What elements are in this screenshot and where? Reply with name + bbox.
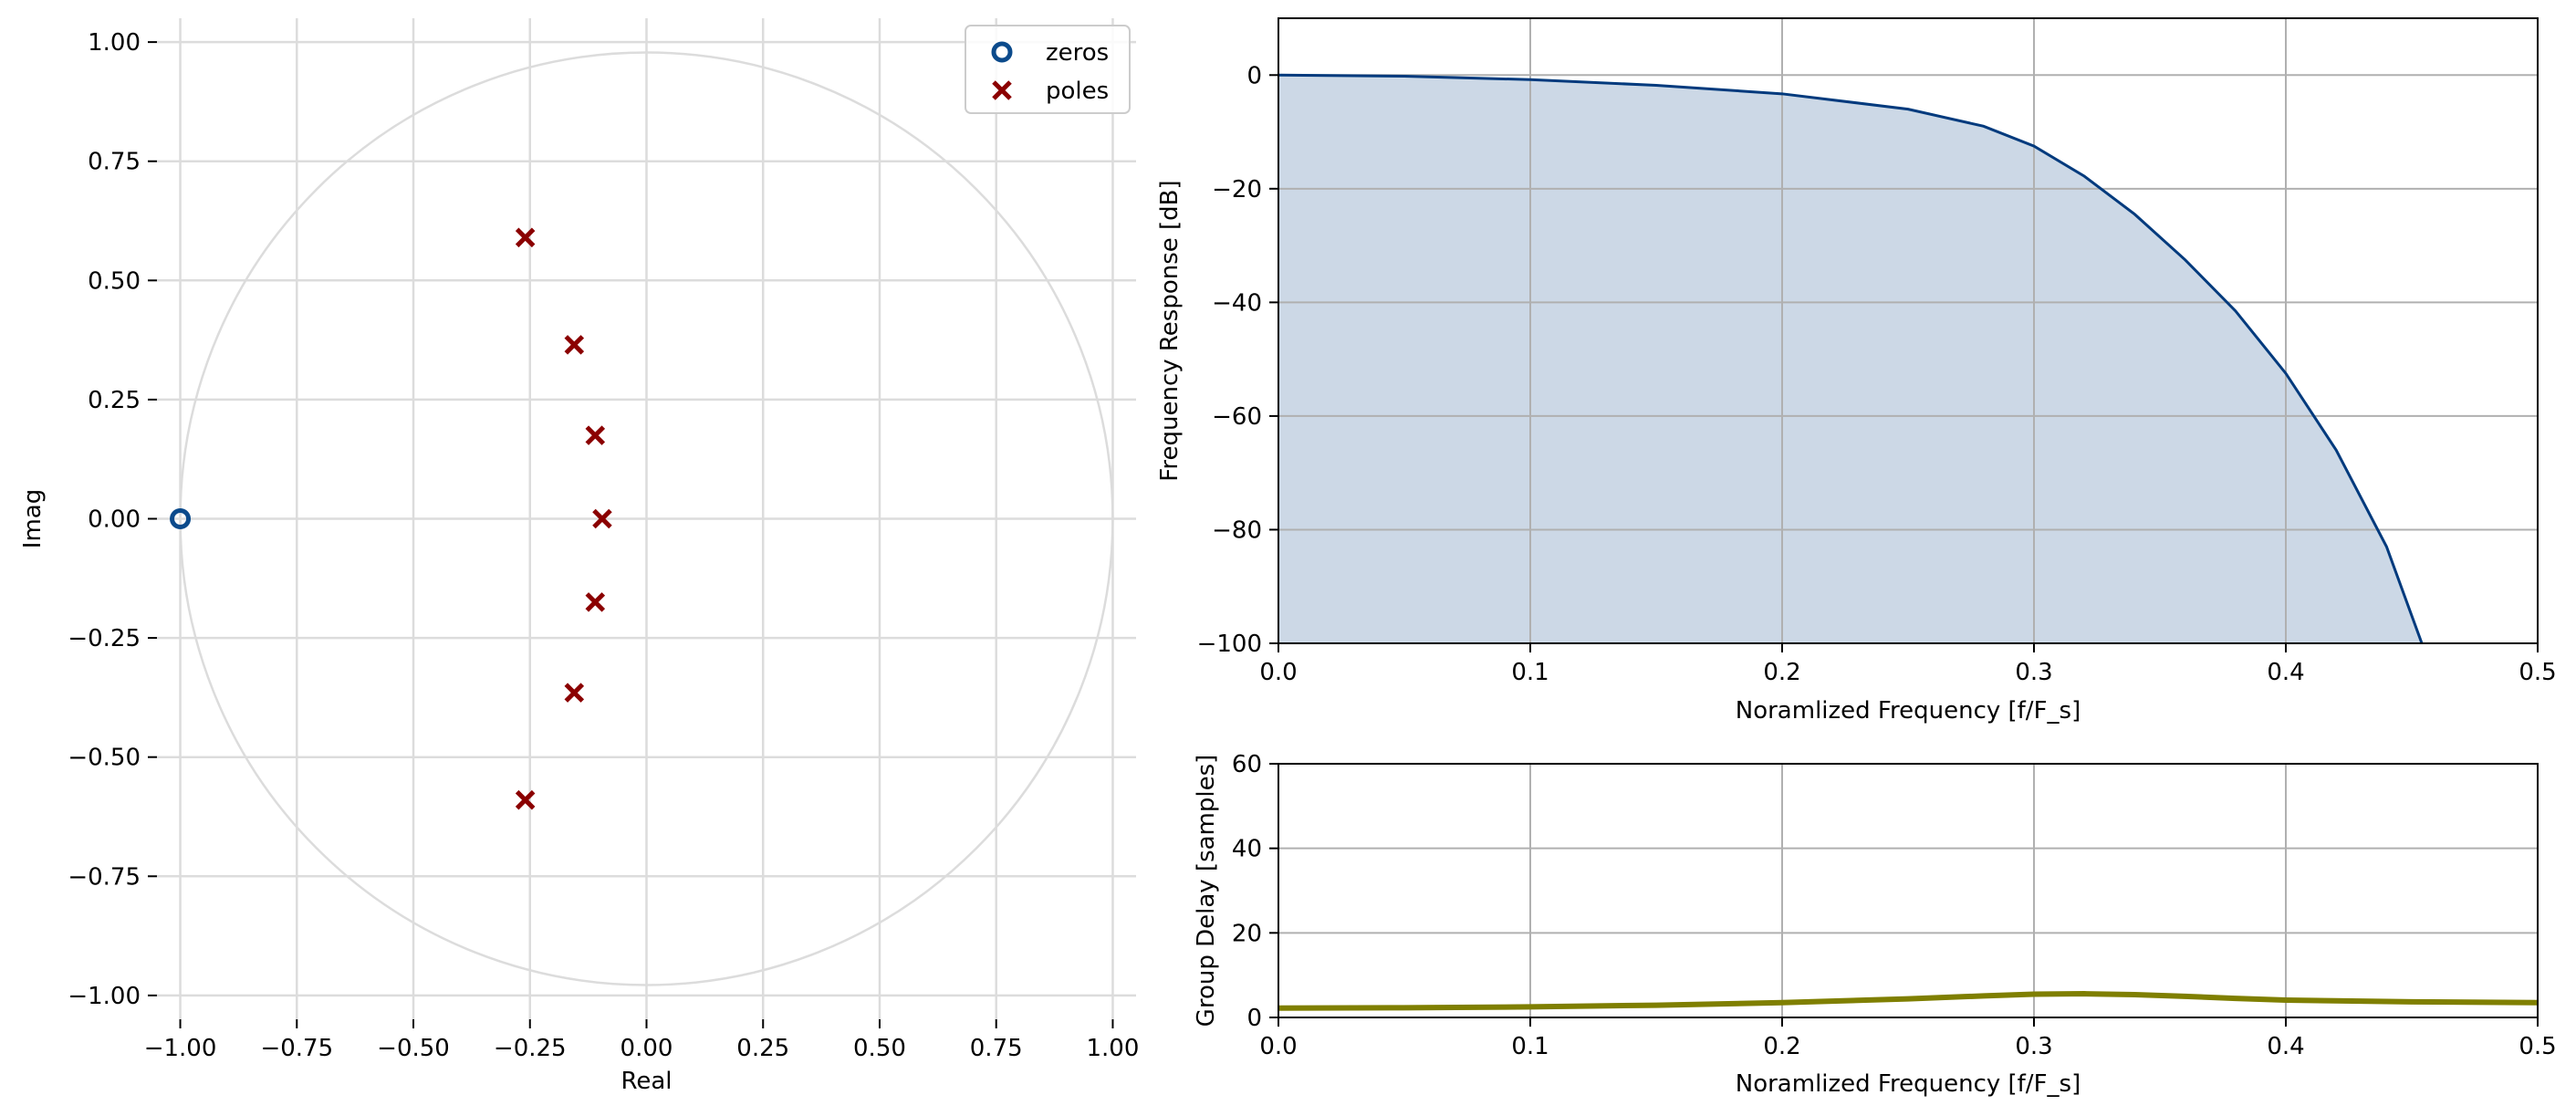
pole-marker xyxy=(585,425,606,445)
gd-xtick-label: 0.1 xyxy=(1511,1033,1549,1060)
pz-ytick-label: −0.25 xyxy=(68,625,141,652)
gd-xtick-label: 0.4 xyxy=(2267,1033,2304,1060)
fr-ytick-label: −100 xyxy=(1197,631,1262,658)
fr-ytick-label: −40 xyxy=(1212,289,1262,317)
frequency-response-chart: 0.0 0.1 0.2 0.3 0.4 0.5 0 −20 −40 −60 −80 −100 Noram… xyxy=(1156,17,2557,725)
pole-marker xyxy=(515,227,536,248)
fr-xtick-label: 0.4 xyxy=(2267,659,2304,686)
fr-ytick-label: −80 xyxy=(1212,516,1262,544)
fr-ytick-label: −60 xyxy=(1212,403,1262,431)
pz-xlabel: Real xyxy=(621,1068,672,1095)
pz-xtick-label: −1.00 xyxy=(144,1035,217,1062)
fr-xtick-label: 0.5 xyxy=(2519,659,2556,686)
fr-xlabel: Noramlized Frequency [f/F_s] xyxy=(1736,697,2081,725)
fr-frame xyxy=(1278,17,2539,644)
legend-poles-marker xyxy=(992,80,1012,100)
pz-ytick-label: −0.50 xyxy=(68,745,141,772)
group-delay-line xyxy=(1278,991,2539,1011)
pz-xtick-label: 0.00 xyxy=(621,1035,673,1062)
legend-zeros-label: zeros xyxy=(1046,39,1109,67)
pole-marker xyxy=(564,335,585,355)
gd-ytick-label: 60 xyxy=(1232,751,1262,778)
gd-xtick-label: 0.0 xyxy=(1259,1033,1297,1060)
pole-marker xyxy=(564,683,585,703)
fr-xtick-label: 0.3 xyxy=(2015,659,2052,686)
fr-xtick-label: 0.0 xyxy=(1259,659,1297,686)
pz-xtick-label: 0.25 xyxy=(736,1035,789,1062)
pole-marker xyxy=(515,789,536,810)
legend-zeros-marker xyxy=(991,41,1013,63)
pz-ylabel: Imag xyxy=(19,489,47,548)
pz-ytick-label: −0.75 xyxy=(68,863,141,891)
group-delay-chart: 0.0 0.1 0.2 0.3 0.4 0.5 0 20 40 60 Noramlized Freq… xyxy=(1193,751,2557,1098)
gd-ytick-label: 40 xyxy=(1232,836,1262,863)
gd-xtick-label: 0.2 xyxy=(1763,1033,1800,1060)
pz-xtick-label: 0.75 xyxy=(970,1035,1023,1062)
fr-xtick-label: 0.1 xyxy=(1511,659,1549,686)
pz-ytick-label: 0.75 xyxy=(88,149,141,176)
pz-ytick-label: 1.00 xyxy=(88,29,141,57)
pz-xtick-label: 0.50 xyxy=(853,1035,906,1062)
gd-ytick-label: 0 xyxy=(1246,1005,1262,1032)
gd-xtick-label: 0.5 xyxy=(2519,1033,2556,1060)
gd-ytick-label: 20 xyxy=(1232,920,1262,947)
pole-marker xyxy=(592,508,612,529)
legend-poles-label: poles xyxy=(1046,78,1109,105)
pole-marker xyxy=(585,592,606,612)
pz-xtick-label: −0.50 xyxy=(377,1035,450,1062)
fr-xtick-label: 0.2 xyxy=(1763,659,1800,686)
pz-ytick-label: 0.00 xyxy=(88,506,141,534)
gd-xlabel: Noramlized Frequency [f/F_s] xyxy=(1736,1070,2081,1098)
fr-ytick-label: 0 xyxy=(1246,62,1262,89)
frequency-response-fill xyxy=(1278,75,2423,644)
pz-xtick-label: −0.75 xyxy=(260,1035,333,1062)
fr-ylabel: Frequency Response [dB] xyxy=(1156,180,1184,481)
pz-ytick-label: −1.00 xyxy=(68,983,141,1010)
pz-xtick-label: −0.25 xyxy=(494,1035,567,1062)
gd-frame xyxy=(1278,763,2539,1018)
pz-ytick-label: 0.50 xyxy=(88,267,141,295)
fr-ytick-label: −20 xyxy=(1212,176,1262,203)
pz-xtick-label: 1.00 xyxy=(1087,1035,1140,1062)
pz-ytick-label: 0.25 xyxy=(88,387,141,414)
gd-ylabel: Group Delay [samples] xyxy=(1193,755,1220,1027)
gd-xtick-label: 0.3 xyxy=(2015,1033,2052,1060)
frequency-response-line xyxy=(1278,73,2424,644)
zero-marker xyxy=(170,508,192,529)
unit-circle xyxy=(179,51,1114,986)
pole-zero-chart: −1.00 −0.75 −0.50 −0.25 0.00 0.25 0.50 0.75 1.00… xyxy=(19,18,1139,1095)
